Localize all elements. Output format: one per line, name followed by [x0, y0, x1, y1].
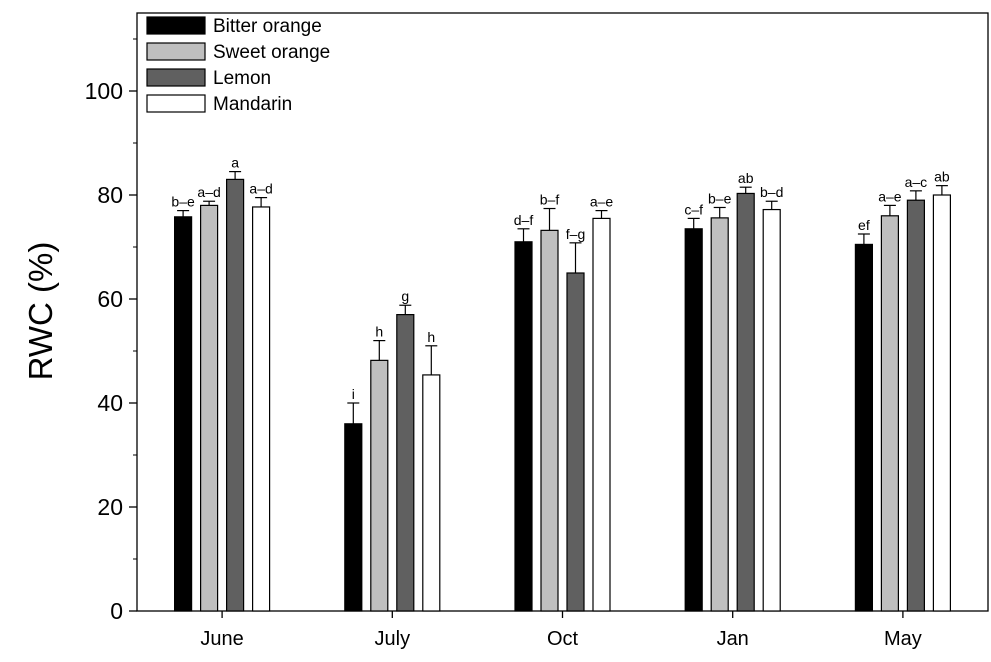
- x-tick-label: June: [200, 628, 243, 650]
- bar: [854, 243, 874, 612]
- bar: [906, 199, 926, 612]
- bar: [396, 314, 415, 612]
- data-label: ab: [738, 170, 754, 186]
- bar: [736, 192, 755, 612]
- bar: [422, 374, 441, 612]
- y-tick-label: 60: [97, 286, 123, 312]
- data-label: a–e: [590, 194, 614, 210]
- data-label: f–g: [566, 226, 585, 242]
- y-tick-label: 20: [97, 494, 123, 520]
- legend-label: Lemon: [213, 68, 271, 89]
- bar: [540, 229, 559, 612]
- y-tick-label: 100: [85, 78, 123, 104]
- bar: [252, 206, 271, 612]
- data-label: d–f: [514, 212, 534, 228]
- y-tick-label: 80: [97, 182, 123, 208]
- legend-swatch: [146, 16, 206, 35]
- data-label: ab: [934, 169, 950, 185]
- bar: [762, 208, 781, 612]
- bar: [684, 228, 703, 612]
- bar: [514, 241, 533, 612]
- data-label: i: [352, 386, 355, 402]
- y-axis-title: RWC (%): [22, 242, 59, 381]
- bar: [566, 272, 585, 612]
- data-label: b–e: [171, 194, 195, 210]
- bar: [880, 215, 900, 612]
- y-tick-label: 40: [97, 390, 123, 416]
- legend-label: Sweet orange: [213, 42, 330, 63]
- legend-swatch: [146, 94, 206, 113]
- legend: Bitter orange Sweet orange Lemon Mandarin: [146, 16, 330, 115]
- legend-label: Mandarin: [213, 94, 292, 115]
- data-label: ef: [858, 217, 870, 233]
- bar: [710, 217, 729, 612]
- data-label: h: [427, 329, 435, 345]
- bar: [226, 178, 245, 612]
- bar: [200, 204, 219, 612]
- y-tick-label: 0: [110, 598, 123, 624]
- x-tick-label: July: [375, 628, 411, 650]
- x-tick-label: Jan: [717, 628, 749, 650]
- data-label: a: [231, 155, 239, 171]
- data-label: b–f: [540, 192, 560, 208]
- bar: [344, 423, 363, 612]
- data-label: b–d: [760, 184, 783, 200]
- data-label: a–d: [249, 181, 272, 197]
- legend-label: Bitter orange: [213, 16, 322, 37]
- y-axis: 0 20 40 60 80 100: [85, 38, 137, 624]
- bar: [174, 216, 193, 612]
- bar: [370, 359, 389, 612]
- x-tick-label: Oct: [547, 628, 579, 650]
- data-label: h: [375, 324, 383, 340]
- data-label: b–e: [708, 190, 732, 206]
- bar: [932, 194, 952, 612]
- data-label: a–d: [197, 184, 220, 200]
- data-label: g: [401, 288, 409, 304]
- data-label: a–e: [878, 188, 902, 204]
- x-tick-label: May: [884, 628, 922, 650]
- data-label: c–f: [684, 201, 703, 217]
- legend-swatch: [146, 68, 206, 87]
- x-axis: June July Oct Jan May: [200, 611, 922, 650]
- legend-swatch: [146, 42, 206, 61]
- bar: [592, 217, 611, 612]
- data-label: a–c: [905, 174, 928, 190]
